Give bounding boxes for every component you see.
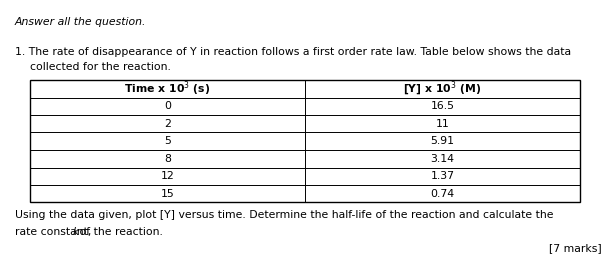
Text: Time x 10$^3$ (s): Time x 10$^3$ (s)	[124, 79, 211, 98]
Text: k: k	[73, 227, 79, 237]
Text: rate constant,: rate constant,	[15, 227, 95, 237]
Text: collected for the reaction.: collected for the reaction.	[30, 62, 171, 72]
Text: 0: 0	[164, 101, 171, 111]
Text: [7 marks]: [7 marks]	[549, 243, 602, 253]
Text: 3.14: 3.14	[430, 154, 455, 164]
Text: 1. The rate of disappearance of Y in reaction follows a first order rate law. Ta: 1. The rate of disappearance of Y in rea…	[15, 47, 571, 57]
Text: [Y] x 10$^3$ (M): [Y] x 10$^3$ (M)	[403, 80, 482, 98]
Bar	[30, 80, 580, 202]
Text: 5: 5	[164, 136, 171, 146]
Text: 12: 12	[160, 171, 174, 181]
Text: 0.74: 0.74	[430, 189, 455, 199]
Text: 16.5: 16.5	[430, 101, 455, 111]
Text: 5.91: 5.91	[430, 136, 455, 146]
Text: 1.37: 1.37	[430, 171, 455, 181]
Text: Answer all the question.: Answer all the question.	[15, 17, 146, 27]
Text: of the reaction.: of the reaction.	[76, 227, 163, 237]
Text: 2: 2	[164, 119, 171, 129]
Text: 11: 11	[436, 119, 449, 129]
Text: Using the data given, plot [Y] versus time. Determine the half-life of the react: Using the data given, plot [Y] versus ti…	[15, 210, 553, 220]
Text: 8: 8	[164, 154, 171, 164]
Text: 15: 15	[160, 189, 174, 199]
